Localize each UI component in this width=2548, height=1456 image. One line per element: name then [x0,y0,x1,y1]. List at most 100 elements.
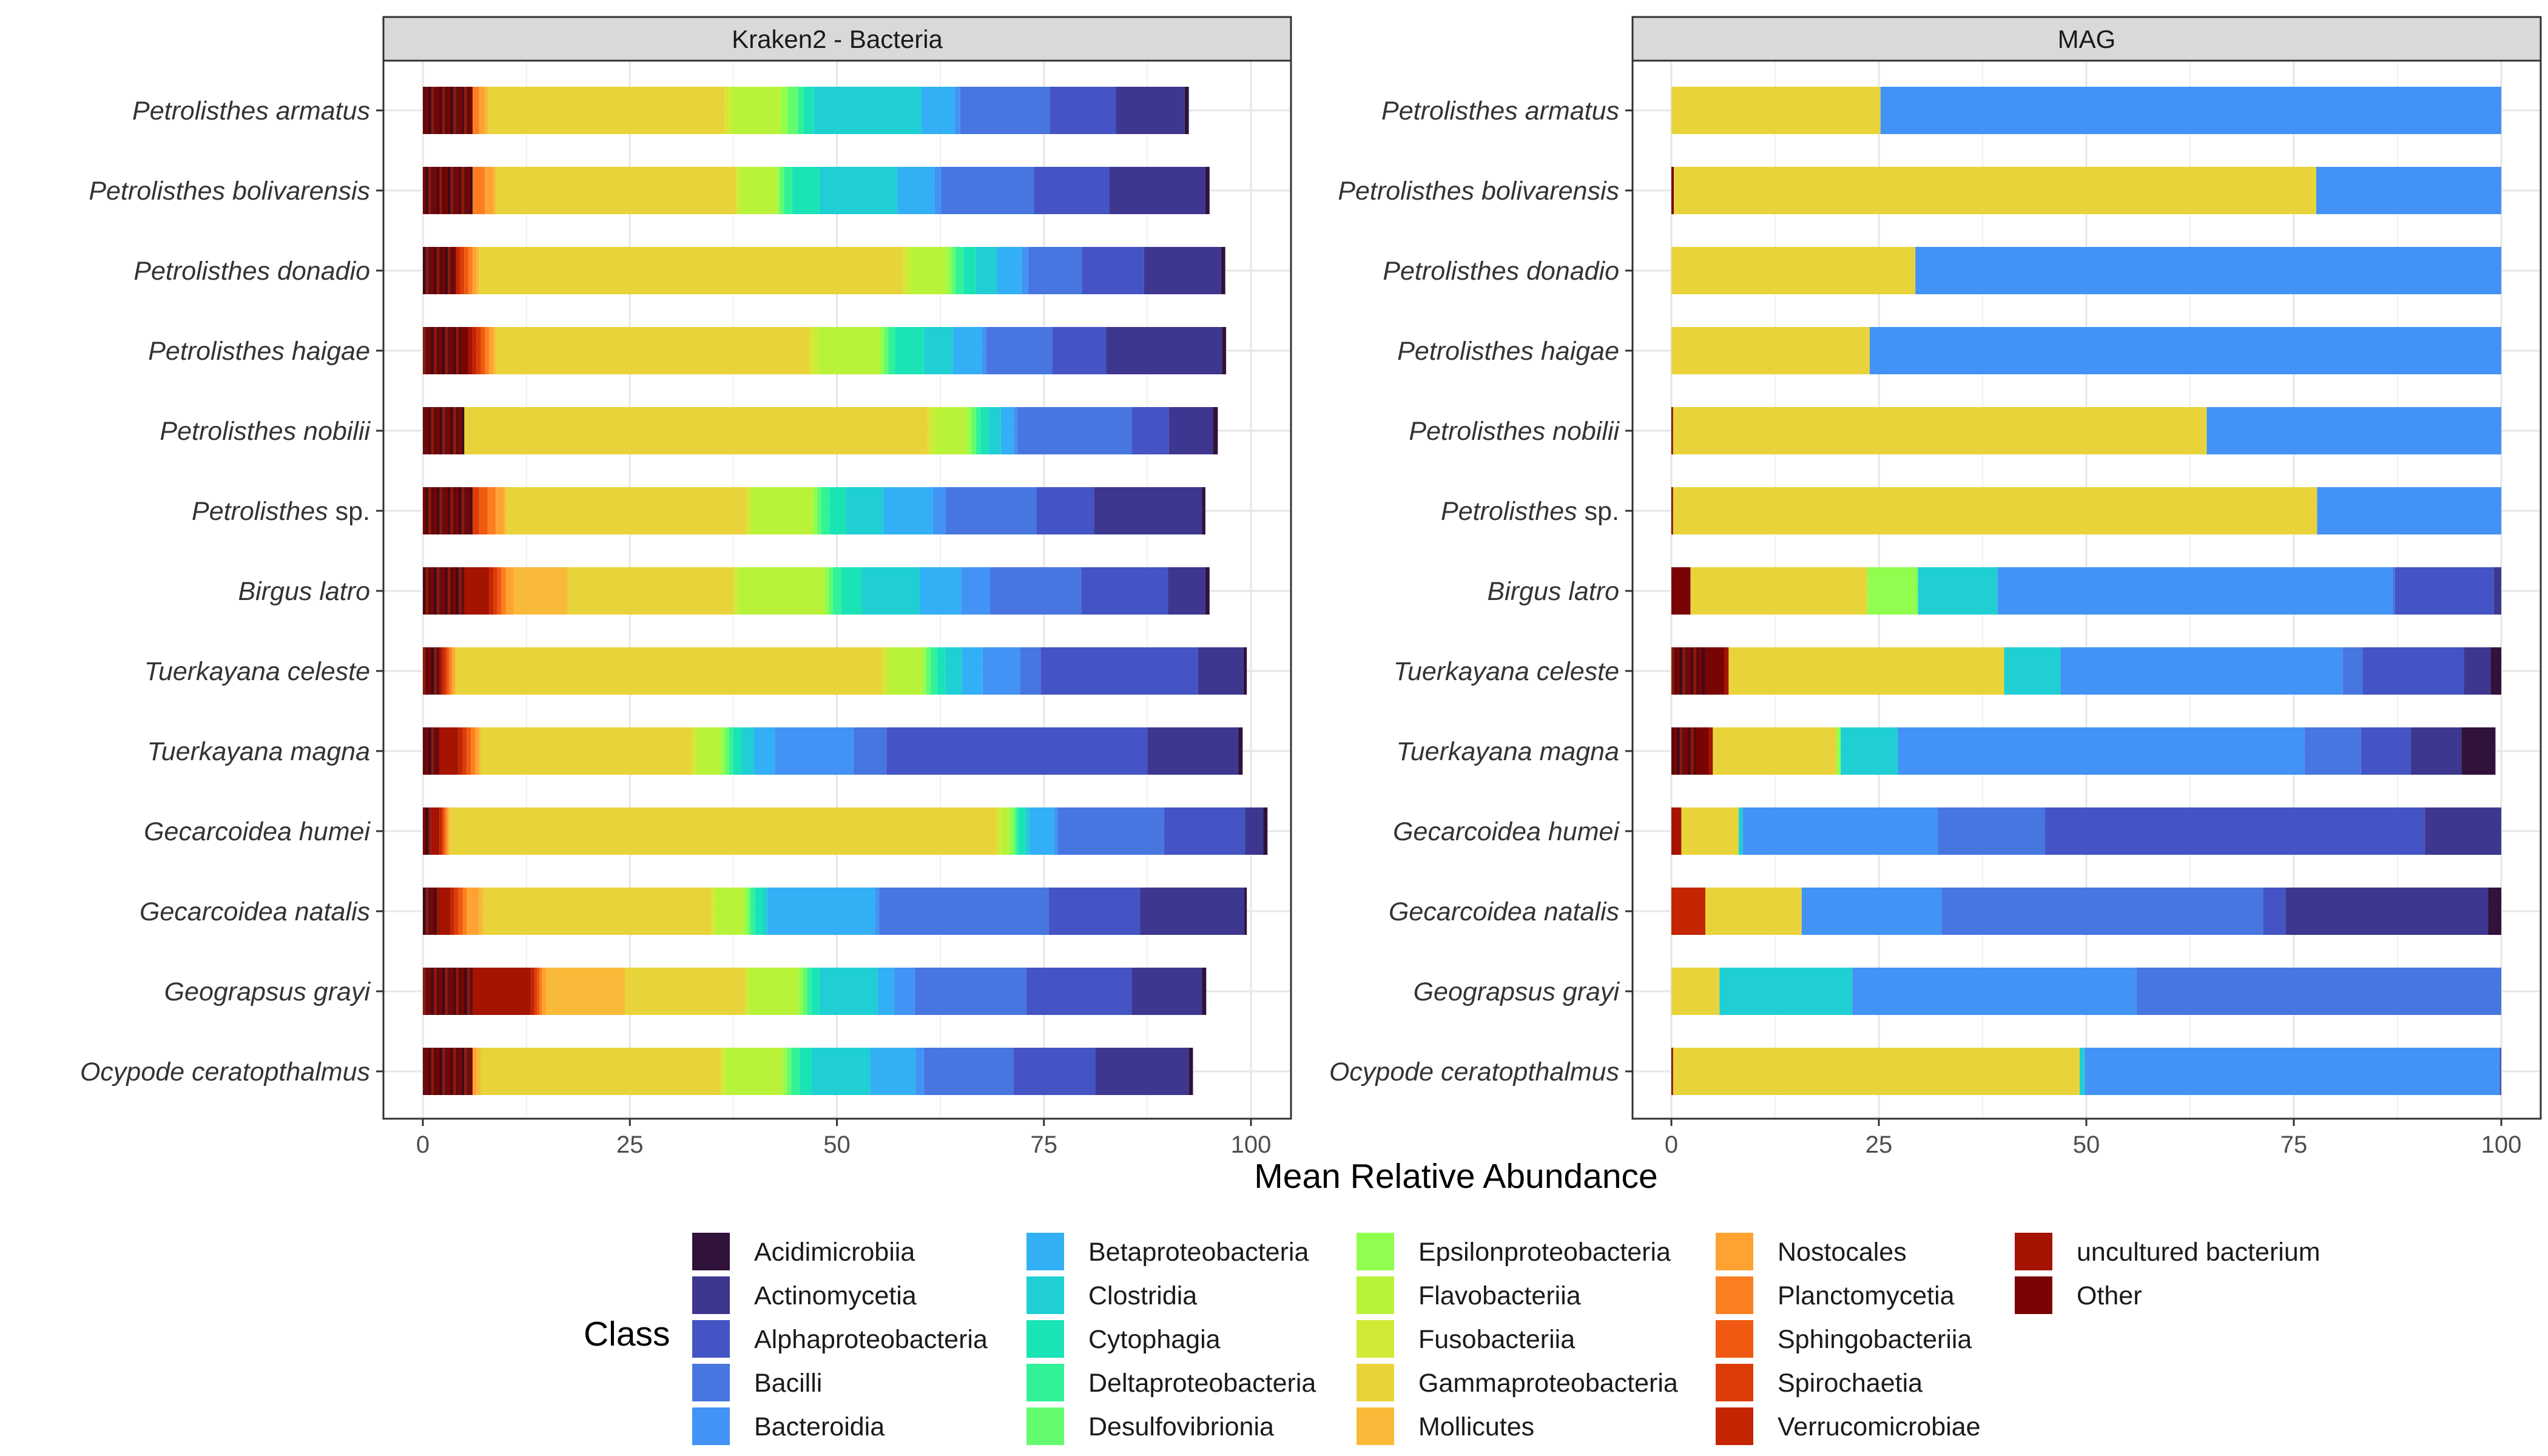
bar-segment-fusobacteriia [711,888,715,935]
x-axis-labels: 0 25 50 75 100 [416,1119,1271,1158]
bar-tail-stripe [428,888,431,935]
bar-segment-fusobacteriia [744,968,749,1015]
bar-segment-spirochaetia [472,487,479,534]
bar-segment-alphaproteobacteria [1050,87,1116,134]
bar-segment-fusobacteriia [996,807,1001,855]
bar-tail-stripe [442,968,445,1015]
category-epithet: ceratopthalmus [1434,1057,1619,1087]
bar-segment-actinomycetia [2425,807,2501,855]
bar-segment-flavobacteriia [889,647,923,695]
bar-tail-stripe [439,327,442,374]
bar-segment-actinomycetia [2285,888,2489,935]
bar-segment-gammaproteobacteria [1728,647,2004,695]
legend-label: Epsilonproteobacteria [1418,1238,1671,1267]
bar-tail-stripe [439,487,442,534]
bar-tail-stripe [470,1048,473,1095]
bar-segment-gammaproteobacteria [1674,167,2316,214]
bar-tail-stripe [423,487,426,534]
bar-tail-stripe [1685,647,1688,695]
bar-segment-bacilli [2342,647,2363,695]
bar-segment-planctomycetia [487,487,496,534]
legend-key [692,1233,730,1270]
category-genus: Tuerkayana [1394,657,1529,686]
bar-segment-alphaproteobacteria [1013,1048,1096,1095]
bar-segment-gammaproteobacteria [1671,327,1870,374]
bar-segment-bacteroidia [1997,567,2393,615]
bar-segment-fusobacteriia [903,247,910,294]
bar-segment-actinomycetia [2493,567,2501,615]
bar-tuerkayana-celeste [423,647,1247,695]
bar-segment-gammaproteobacteria [1673,407,2207,454]
bar-tail-stripe [1688,727,1691,775]
bar-segment-betaproteobacteria [952,327,982,374]
bar-tail-stripe [1702,647,1705,695]
bar-segment-bacteroidia [2316,167,2501,214]
bar-tail-stripe [431,487,434,534]
bar-segment-betaproteobacteria [1029,807,1054,855]
bar-segment-clostridia [819,968,878,1015]
bar-segment-gammaproteobacteria [480,1048,721,1095]
bar-segment-desulfovibrionia [817,487,821,534]
bar-segment-flavobacteriia [725,1048,783,1095]
legend-item-acidimicrobiia: Acidimicrobiia [692,1233,915,1270]
bar-segment-flavobacteriia [750,487,813,534]
x-axis-title: Mean Relative Abundance [1254,1157,1657,1196]
legend-label: Nostocales [1778,1238,1907,1267]
bar-tail-stripe [423,727,426,775]
bar-ocypode-ceratopthalmus [423,1048,1193,1095]
bar-tail-stripe [431,87,434,134]
bar-segment-nostocales [489,327,494,374]
bar-gecarcoidea-humei [1671,807,2501,855]
bar-segment-spirochaetia [444,647,447,695]
x-tick-label: 0 [416,1131,430,1158]
bar-segment-deltaproteobacteria [1016,807,1019,855]
bar-segment-fusobacteriia [882,647,889,695]
bar-tail-stripe [425,647,429,695]
bar-tail-stripe [450,87,454,134]
bar-segment-planctomycetia [468,247,473,294]
bar-segment-betaproteobacteria [877,968,894,1015]
bar-tail-stripe [456,968,459,1015]
category-genus: Birgus [238,577,312,606]
legend-item-gammaproteobacteria: Gammaproteobacteria [1357,1364,1678,1401]
legend-title: Class [584,1315,670,1353]
bar-segment-sphingobacteriia [443,807,445,855]
bar-segment-betaproteobacteria [870,1048,916,1095]
bar-segment-desulfovibrionia [926,647,931,695]
bar-tail-stripe [453,167,456,214]
category-epithet: donadio [1519,257,1619,286]
bar-segment-flavobacteriia [737,567,825,615]
bar-tail-stripe [428,487,431,534]
bar-segment-clostridia [814,87,922,134]
category-genus: Gecarcoidea [1389,897,1537,926]
bar-segment-gammaproteobacteria [480,727,692,775]
bar-segment-desulfovibrionia [748,888,751,935]
category-label: Birgus latro [238,577,371,606]
bar-segment-spirochaetia [442,807,444,855]
bar-tail-stripe [453,968,456,1015]
bar-segment-bacilli [945,487,1037,534]
bar-tail-stripe [467,87,470,134]
bar-segment-bacteroidia [982,327,986,374]
bar-tail-stripe [459,567,462,615]
bar-tail-stripe [1690,647,1694,695]
bar-tail-stripe [425,888,429,935]
bar-tail-stripe [459,1048,462,1095]
legend-label: Acidimicrobiia [754,1238,915,1267]
bar-segment-cytophagia [937,647,946,695]
bar-segment-deltaproteobacteria [784,167,792,214]
bar-tail-stripe [423,567,426,615]
bar-tail-stripe [447,247,451,294]
bar-segment-uncultured-bacterium [1708,727,1713,775]
bar-segment-gammaproteobacteria [1671,247,1916,294]
category-label: Geograpsus grayi [164,977,371,1006]
legend-key [1026,1276,1064,1314]
bar-segment-nostocales [447,807,449,855]
bar-tail-stripe [445,487,448,534]
bar-tail-stripe [425,727,429,775]
category-genus: Petrolisthes [1409,417,1545,446]
bar-tail-stripe [1677,727,1680,775]
bar-segment-clostridia [1841,727,1898,775]
